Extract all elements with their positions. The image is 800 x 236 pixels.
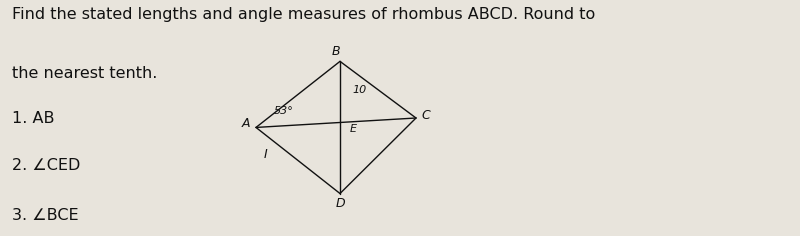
- Text: 10: 10: [353, 84, 367, 95]
- Text: E: E: [350, 124, 357, 134]
- Text: I: I: [264, 148, 267, 161]
- Text: the nearest tenth.: the nearest tenth.: [12, 66, 158, 81]
- Text: D: D: [335, 197, 345, 210]
- Text: Find the stated lengths and angle measures of rhombus ABCD. Round to: Find the stated lengths and angle measur…: [12, 7, 595, 22]
- Text: 3. ∠BCE: 3. ∠BCE: [12, 208, 78, 223]
- Text: 53°: 53°: [274, 106, 294, 116]
- Text: A: A: [242, 117, 250, 131]
- Text: 1. AB: 1. AB: [12, 111, 54, 126]
- Text: C: C: [422, 109, 430, 122]
- Text: 2. ∠CED: 2. ∠CED: [12, 158, 80, 173]
- Text: B: B: [332, 45, 340, 58]
